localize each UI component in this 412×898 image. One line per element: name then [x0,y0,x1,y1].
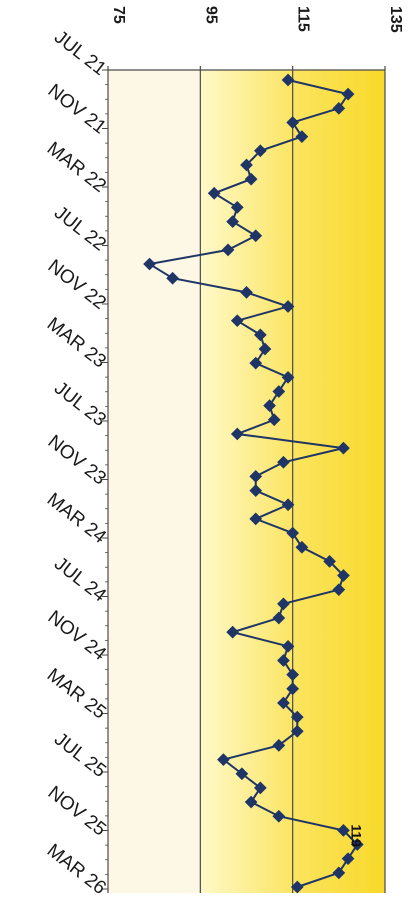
data-point [207,186,221,200]
data-labels: 119 [348,824,364,847]
date-tick-label: NOV 21 [44,80,110,138]
data-point [230,314,244,328]
data-point [253,328,267,342]
value-tick-label: 115 [295,6,312,32]
data-point [332,101,346,115]
data-point [240,286,253,299]
data-point [240,158,253,172]
date-tick-label: NOV 22 [44,256,110,314]
data-point [277,455,290,469]
data-point [281,300,295,313]
data-point [272,385,286,398]
date-tick-label: JUL 25 [50,729,110,782]
value-tick-label: 95 [202,6,219,24]
data-point [281,370,295,384]
date-tick-label: NOV 23 [44,431,110,489]
data-point [281,498,295,512]
date-tick-label: NOV 24 [44,607,111,665]
data-point [341,87,355,101]
data-point [143,257,156,271]
value-axis-ticks: 75 95 115 135 [110,6,404,33]
data-point [166,271,179,285]
data-point [249,229,263,243]
value-tick-label: 75 [110,6,127,24]
data-point [337,441,350,455]
value-tick-label: 135 [387,6,404,33]
outer-band [108,70,201,893]
date-tick-label: MAR 22 [43,138,110,197]
date-tick-label: JUL 23 [50,378,110,431]
data-point [286,116,300,129]
data-point [263,399,276,412]
date-tick-label: MAR 25 [43,665,110,724]
data-point [230,427,244,441]
date-tick-label: MAR 26 [43,840,110,898]
data-point [249,356,263,370]
data-point [221,243,235,257]
data-point [281,73,295,87]
data-point [244,172,258,186]
data-point [226,215,240,228]
series-line [146,79,359,888]
data-point [258,342,272,356]
date-tick-label: MAR 23 [43,314,110,373]
date-tick-label: JUL 21 [50,27,110,80]
data-point [295,130,309,143]
data-point [230,201,244,214]
date-tick-label: MAR 24 [43,489,110,548]
data-point [253,144,267,158]
data-point [249,470,263,483]
gridlines [107,66,386,893]
date-tick-label: NOV 25 [44,782,110,840]
data-point [249,484,263,497]
date-tick-label: JUL 24 [50,553,110,606]
data-label: 119 [348,824,364,847]
date-tick-label: JUL 22 [50,202,110,255]
data-point [267,413,281,427]
plot-background [108,70,385,893]
